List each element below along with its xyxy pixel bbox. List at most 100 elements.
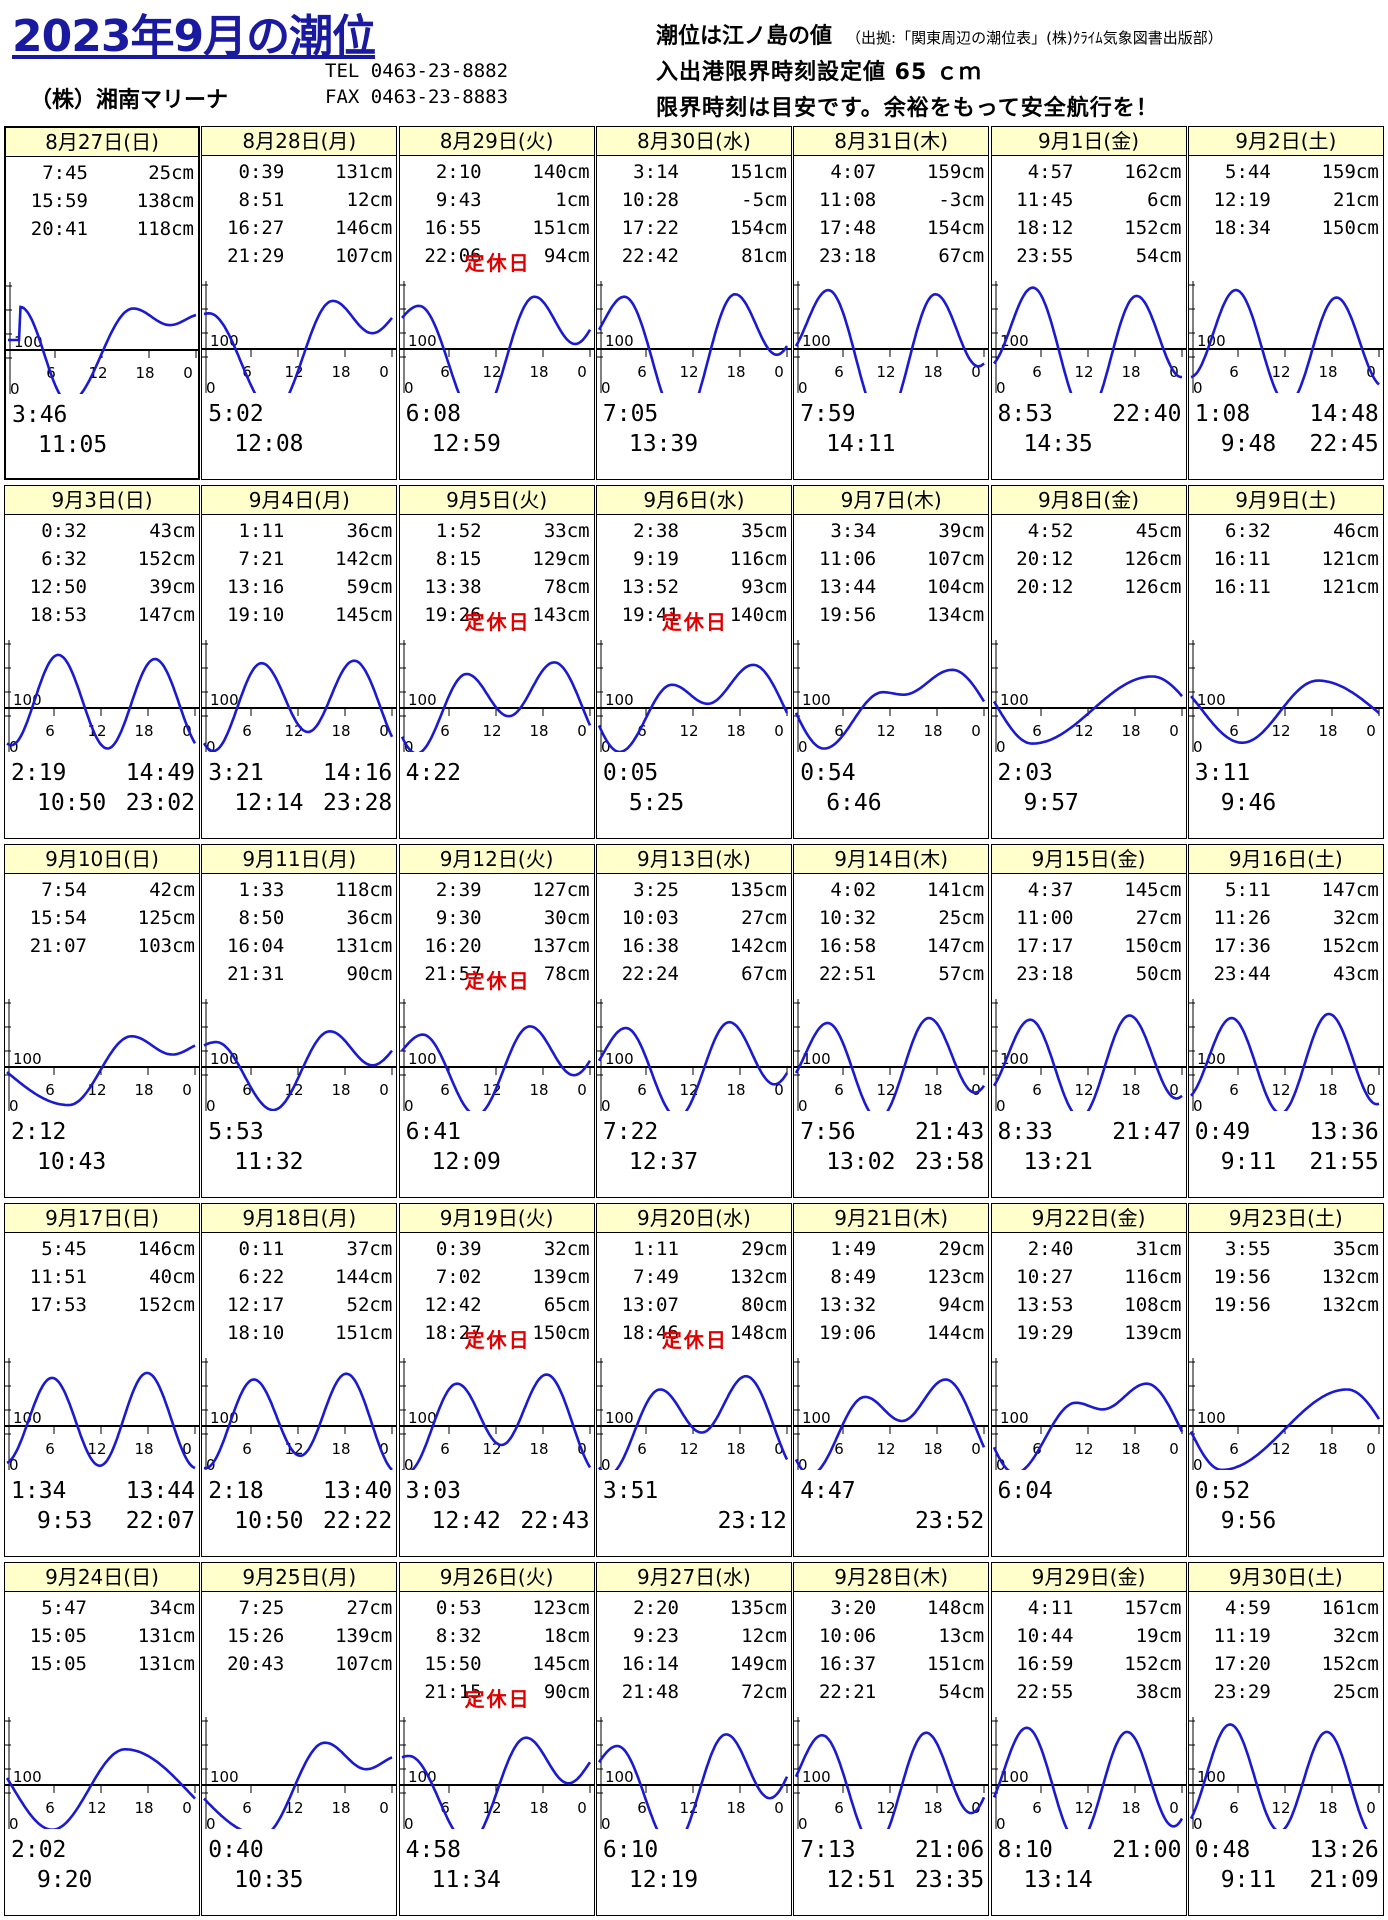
tide-height: 151cm <box>729 161 787 183</box>
tide-list: 1:52 33cm 8:15 129cm 13:38 78cm 19:26 143cm <box>400 515 594 635</box>
tide-row: 4:07 159cm <box>798 158 984 186</box>
tide-time: 9:43 <box>435 189 482 211</box>
tide-height: 36cm <box>346 907 393 929</box>
zero-label: 0 <box>206 738 216 752</box>
tide-list: 1:11 36cm 7:21 142cm 13:16 59cm 19:10 145cm <box>202 515 396 635</box>
tide-height: 107cm <box>926 548 985 570</box>
level-100-label: 100 <box>1000 691 1029 709</box>
tide-height: 138cm <box>136 190 194 212</box>
tide-curve <box>992 675 1183 745</box>
limit-time: 22:07 <box>125 1508 195 1534</box>
tide-height: 72cm <box>741 1681 787 1703</box>
hour-tick-label: 12 <box>1074 1440 1093 1458</box>
limit-time: 21:43 <box>914 1119 985 1145</box>
tide-list: 1:33 118cm 8:50 36cm 16:04 131cm 21:31 90cm <box>202 874 396 994</box>
limit-row: 2:03 <box>994 760 1184 790</box>
tide-time: 3:25 <box>633 879 679 901</box>
tide-time: 11:00 <box>1016 907 1074 929</box>
tide-height: 116cm <box>1124 1266 1182 1288</box>
hour-tick-label: 0 <box>577 1081 587 1099</box>
tide-row: 16:59 152cm <box>996 1650 1181 1678</box>
day-date: 9月2日(土) <box>1188 127 1383 156</box>
zero-label: 0 <box>996 1815 1006 1829</box>
tide-row: 8:15 129cm <box>404 545 590 573</box>
tide-row: 9:23 12cm <box>601 1622 787 1650</box>
limit-row: 4:47 <box>796 1478 986 1508</box>
calendar-week: 9月10日(日) 7:54 42cm 15:54 125cm 21:07 103cm 100 6… <box>4 844 1384 1198</box>
tide-time: 10:27 <box>1016 1266 1074 1288</box>
limit-time: 14:49 <box>125 760 195 786</box>
tide-time: 15:26 <box>227 1625 285 1647</box>
zero-label: 0 <box>404 1097 414 1111</box>
harbor-limit-times: 3:51 23:12 <box>597 1470 791 1556</box>
tide-time: 20:12 <box>1016 548 1074 570</box>
limit-time: 9:11 <box>1220 1867 1277 1893</box>
limit-time: 6:46 <box>826 790 882 816</box>
tide-row: 12:17 52cm <box>206 1291 392 1319</box>
tide-row: 15:54 125cm <box>9 904 195 932</box>
tide-time: 15:59 <box>30 190 88 212</box>
tide-curve <box>400 661 591 752</box>
hour-tick-label: 18 <box>726 1799 745 1817</box>
tide-row: 17:48 154cm <box>798 214 984 242</box>
day-date: 9月13日(水) <box>596 845 791 874</box>
hour-tick-label: 0 <box>1366 1440 1376 1458</box>
day-cell: 9月12日(火) 2:39 127cm 9:30 30cm 16:20 137cm 21:57… <box>398 844 595 1198</box>
tide-source-note: 潮位は江ノ島の値 （出拠:「関東周辺の潮位表」(株)ｸﾗｲﾑ気象図書出版部） <box>656 18 1223 50</box>
tide-height: 147cm <box>1321 879 1379 901</box>
tide-height: 121cm <box>1321 576 1379 598</box>
hour-tick-label: 12 <box>1074 722 1093 740</box>
limit-row <box>402 790 592 820</box>
limit-row: 3:46 <box>8 402 198 432</box>
limit-time: 0:49 <box>1194 1119 1251 1145</box>
tide-height: 13cm <box>938 1625 985 1647</box>
tide-height: 29cm <box>741 1238 787 1260</box>
zero-label: 0 <box>798 1097 808 1111</box>
tide-row: 20:41 118cm <box>10 215 194 243</box>
tide-height: 32cm <box>1333 907 1379 929</box>
tide-time: 2:38 <box>633 520 679 542</box>
tide-height: 33cm <box>543 520 590 542</box>
tide-time: 4:02 <box>830 879 877 901</box>
day-date: 9月10日(日) <box>5 845 199 874</box>
tide-row: 23:29 25cm <box>1193 1678 1379 1706</box>
hour-tick-label: 6 <box>440 1799 450 1817</box>
limit-row: 7:59 <box>796 401 986 431</box>
tide-height: 161cm <box>1321 1597 1379 1619</box>
fax-number: FAX 0463-23-8883 <box>325 86 509 108</box>
limit-row: 12:42 22:43 <box>402 1508 592 1538</box>
limit-time: 23:35 <box>914 1867 985 1893</box>
day-date: 9月11日(月) <box>202 845 397 874</box>
level-100-label: 100 <box>802 332 831 350</box>
limit-time: 7:59 <box>800 401 856 427</box>
harbor-limit-times: 3:03 12:42 22:43 <box>400 1470 594 1556</box>
zero-label: 0 <box>798 738 808 752</box>
hour-tick-label: 18 <box>726 1440 745 1458</box>
zero-label: 0 <box>206 1097 216 1111</box>
hour-tick-label: 0 <box>774 1081 784 1099</box>
tide-list: 1:11 29cm 7:49 132cm 13:07 80cm 18:46 148cm <box>597 1233 791 1353</box>
tide-height: 148cm <box>729 1322 787 1344</box>
tide-row: 4:02 141cm <box>798 876 984 904</box>
tide-time: 4:52 <box>1027 520 1074 542</box>
tide-time: 8:15 <box>435 548 482 570</box>
hour-tick-label: 18 <box>1318 1440 1337 1458</box>
tide-list: 4:11 157cm 10:44 19cm 16:59 152cm 22:55 38cm <box>992 1592 1186 1712</box>
tide-height: 57cm <box>938 963 985 985</box>
tide-height: 154cm <box>729 217 787 239</box>
zero-label: 0 <box>9 1815 19 1829</box>
day-cell: 9月5日(火) 1:52 33cm 8:15 129cm 13:38 78cm 19:26 14… <box>398 485 595 839</box>
limit-row: 23:12 <box>599 1508 789 1538</box>
day-cell: 9月11日(月) 1:33 118cm 8:50 36cm 16:04 131cm 21:31… <box>201 844 398 1198</box>
tide-row: 11:26 32cm <box>1193 904 1379 932</box>
zero-label: 0 <box>404 738 414 752</box>
hour-tick-label: 0 <box>577 722 587 740</box>
limit-time: 10:43 <box>37 1149 107 1175</box>
tide-row: 0:39 131cm <box>206 158 393 186</box>
hour-tick-label: 0 <box>380 722 390 740</box>
tide-height: 52cm <box>346 1294 393 1316</box>
tide-time: 23:44 <box>1213 963 1271 985</box>
tide-time: 18:10 <box>227 1322 285 1344</box>
hour-tick-label: 0 <box>380 1440 390 1458</box>
